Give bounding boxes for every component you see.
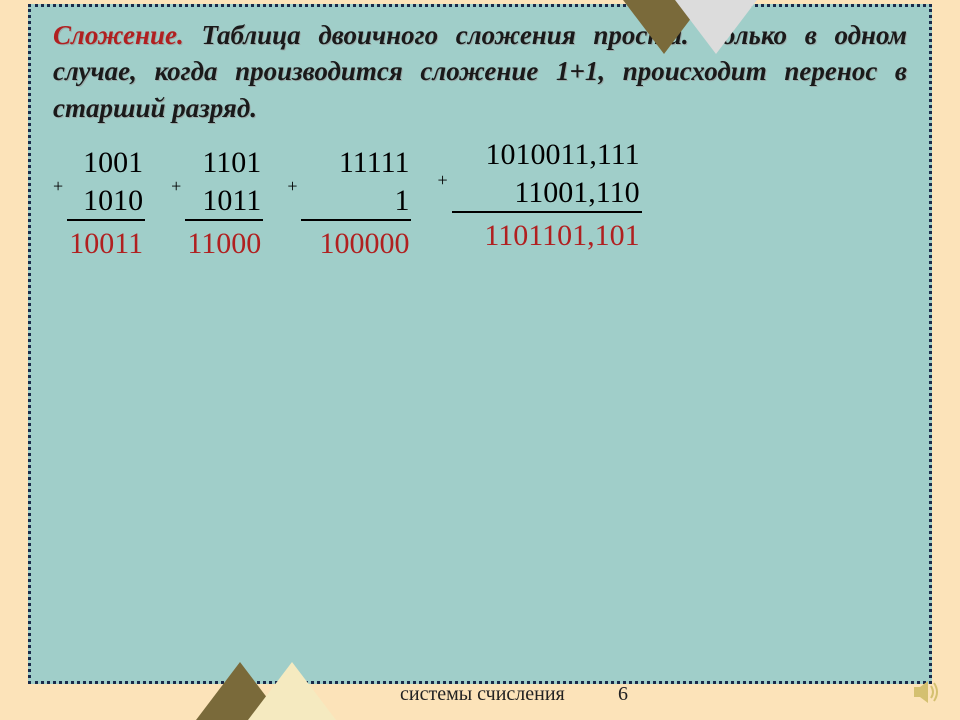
operand-column: 1010011,11111001,1101101101,101 [452, 136, 642, 255]
addition-example: +1001101010011 [53, 144, 145, 263]
addition-example: +1101101111000 [171, 144, 263, 263]
result: 1101101,101 [482, 217, 641, 255]
operand-2: 1011 [185, 182, 263, 222]
operand-2: 11001,110 [452, 174, 642, 214]
result: 11000 [185, 225, 263, 263]
triangle-top-front [672, 0, 760, 54]
heading-word: Сложение. [53, 20, 184, 50]
addition-example: +1010011,11111001,1101101101,101 [437, 144, 641, 255]
examples-row: +1001101010011+1101101111000+11111110000… [53, 144, 907, 263]
description-paragraph: Сложение. Таблица двоичного сложения про… [53, 17, 907, 126]
plus-sign: + [171, 144, 185, 197]
operand-column: 1001101010011 [67, 144, 145, 263]
addition-example: +111111100000 [287, 144, 411, 263]
footer-label: системы счисления [400, 683, 565, 706]
result: 100000 [317, 225, 411, 263]
operand-2: 1 [301, 182, 411, 222]
slide-frame: Сложение. Таблица двоичного сложения про… [28, 4, 932, 684]
plus-sign: + [437, 144, 451, 191]
operand-2: 1010 [67, 182, 145, 222]
operand-column: 111111100000 [301, 144, 411, 263]
plus-sign: + [287, 144, 301, 197]
operand-column: 1101101111000 [185, 144, 263, 263]
operand-1: 1101 [200, 144, 263, 182]
sound-icon [914, 680, 942, 704]
footer-page-number: 6 [618, 683, 628, 706]
operand-1: 11111 [337, 144, 412, 182]
triangle-bottom-front [248, 662, 336, 720]
operand-1: 1010011,111 [483, 136, 641, 174]
plus-sign: + [53, 144, 67, 197]
result: 10011 [67, 225, 145, 263]
operand-1: 1001 [81, 144, 145, 182]
